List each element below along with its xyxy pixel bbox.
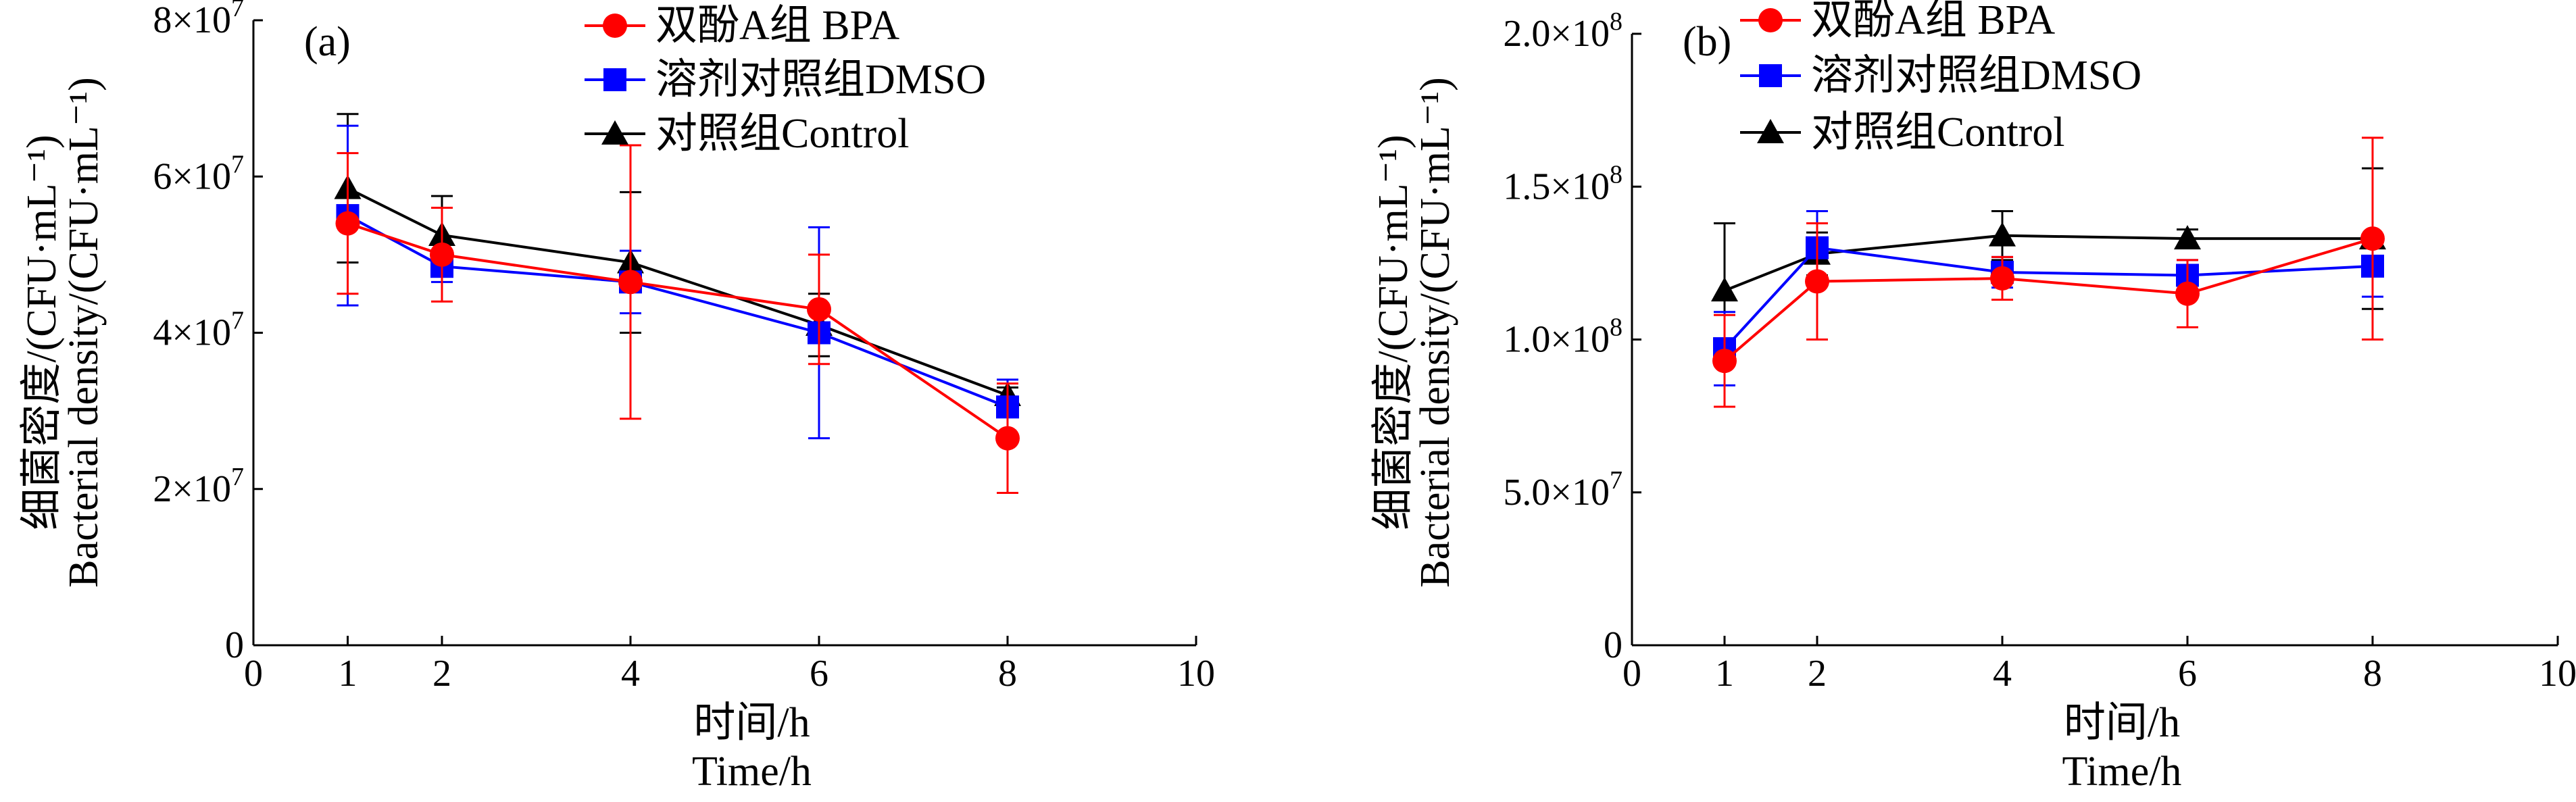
data-point [335, 211, 360, 236]
data-point [1805, 269, 1829, 294]
y-axis-title-zh: 细菌密度/(CFU·mL⁻¹) [1370, 134, 1416, 530]
y-tick-label: 5.0×107 [1503, 466, 1623, 513]
y-axis-title-group: 细菌密度/(CFU·mL⁻¹)Bacterial density/(CFU·mL… [1370, 77, 1458, 588]
data-point [2174, 225, 2201, 250]
y-tick-label: 1.0×108 [1503, 314, 1623, 361]
legend-label: 溶剂对照组DMSO [1811, 53, 2141, 99]
legend-marker [603, 14, 627, 38]
y-tick-label: 6×107 [153, 150, 244, 197]
x-tick-label: 6 [2178, 653, 2197, 695]
legend-label: 对照组Control [655, 111, 909, 157]
y-tick-base: 0 [225, 624, 244, 666]
x-tick-label: 8 [2363, 653, 2382, 695]
data-point [2175, 281, 2200, 306]
series-circle-group [335, 144, 1020, 495]
legend-label: 双酚A组 BPA [1811, 0, 2055, 43]
y-tick-exponent: 7 [231, 307, 244, 335]
series-line [347, 186, 1008, 397]
y-tick-base: 1.0×10 [1503, 319, 1610, 361]
x-tick-label: 0 [1623, 653, 1641, 695]
y-tick-base: 6×10 [153, 155, 231, 197]
x-tick-label: 8 [998, 653, 1017, 695]
legend-marker [1759, 64, 1782, 87]
legend-label: 对照组Control [1811, 109, 2064, 155]
y-tick-exponent: 7 [231, 0, 244, 22]
y-tick-label: 2×107 [153, 463, 244, 510]
y-tick-exponent: 8 [1610, 314, 1623, 342]
x-tick-label: 1 [1715, 653, 1734, 695]
legend: 双酚A组 BPA 溶剂对照组DMSO 对照组Control [585, 3, 986, 157]
y-tick-exponent: 7 [231, 463, 244, 491]
panel-label: (a) [304, 19, 351, 65]
x-tick-label: 2 [432, 653, 451, 695]
x-tick-label: 10 [1177, 653, 1215, 695]
data-point [1990, 266, 2014, 291]
x-axis-title-en: Time/h [2062, 749, 2182, 795]
data-point [807, 297, 831, 322]
series-triangle-group [1711, 167, 2386, 359]
series-circle-group [1712, 136, 2385, 408]
legend-label: 双酚A组 BPA [655, 3, 899, 49]
y-tick-base: 5.0×10 [1503, 472, 1610, 513]
x-axis-title-zh: 时间/h [2064, 700, 2180, 746]
y-tick-base: 1.5×10 [1503, 166, 1610, 207]
data-point [995, 426, 1020, 451]
y-axis-title-group: 细菌密度/(CFU·mL⁻¹)Bacterial density/(CFU·mL… [19, 77, 107, 588]
y-tick-label: 8×107 [153, 0, 244, 41]
x-tick-label: 6 [810, 653, 828, 695]
data-point [1989, 222, 2016, 247]
y-tick-exponent: 7 [1610, 466, 1623, 495]
legend-marker [1758, 8, 1783, 32]
legend-item: 对照组Control [585, 111, 909, 157]
x-axis-title-zh: 时间/h [693, 700, 810, 746]
legend-item: 溶剂对照组DMSO [1740, 53, 2141, 99]
y-tick-exponent: 8 [1610, 160, 1623, 189]
series-square-group [336, 124, 1019, 440]
data-point [1711, 277, 1738, 302]
x-tick-label: 1 [339, 653, 357, 695]
legend-item: 溶剂对照组DMSO [585, 57, 986, 103]
y-tick-base: 8×10 [153, 0, 231, 41]
y-tick-exponent: 7 [231, 150, 244, 178]
y-tick-base: 2.0×10 [1503, 13, 1610, 55]
y-tick-exponent: 8 [1610, 7, 1623, 36]
data-point [430, 242, 454, 267]
legend-marker [603, 68, 626, 91]
legend-item: 双酚A组 BPA [1740, 0, 2055, 43]
legend-marker [601, 120, 628, 145]
x-tick-label: 4 [621, 653, 640, 695]
y-tick-label: 1.5×108 [1503, 160, 1623, 207]
x-tick-label: 0 [244, 653, 263, 695]
x-tick-label: 2 [1808, 653, 1827, 695]
y-tick-label: 0 [225, 624, 244, 666]
legend-marker [1757, 119, 1784, 143]
y-axis-title-en: Bacterial density/(CFU·mL⁻¹) [1412, 77, 1458, 588]
y-tick-base: 2×10 [153, 468, 231, 510]
x-tick-label: 4 [1993, 653, 2012, 695]
y-axis-title-zh: 细菌密度/(CFU·mL⁻¹) [19, 134, 65, 530]
legend-label: 溶剂对照组DMSO [655, 57, 986, 103]
y-tick-base: 0 [1604, 624, 1623, 666]
data-point [618, 270, 643, 295]
y-tick-label: 4×107 [153, 307, 244, 354]
panel-label: (b) [1683, 19, 1731, 65]
y-tick-label: 2.0×108 [1503, 7, 1623, 55]
y-axis-title-en: Bacterial density/(CFU·mL⁻¹) [61, 77, 107, 588]
x-axis-title-en: Time/h [692, 749, 812, 795]
legend-item: 双酚A组 BPA [585, 3, 899, 49]
legend-item: 对照组Control [1740, 109, 2064, 155]
data-point [2360, 226, 2385, 251]
panel-a: 0 1 2 4 6 8 1002×1074×1076×1078×107(a)时间/hTime… [19, 0, 1215, 795]
y-tick-label: 0 [1604, 624, 1623, 666]
y-tick-base: 4×10 [153, 312, 231, 354]
legend: 双酚A组 BPA 溶剂对照组DMSO 对照组Control [1740, 0, 2141, 155]
x-tick-label: 10 [2539, 653, 2576, 695]
data-point [1712, 349, 1737, 374]
